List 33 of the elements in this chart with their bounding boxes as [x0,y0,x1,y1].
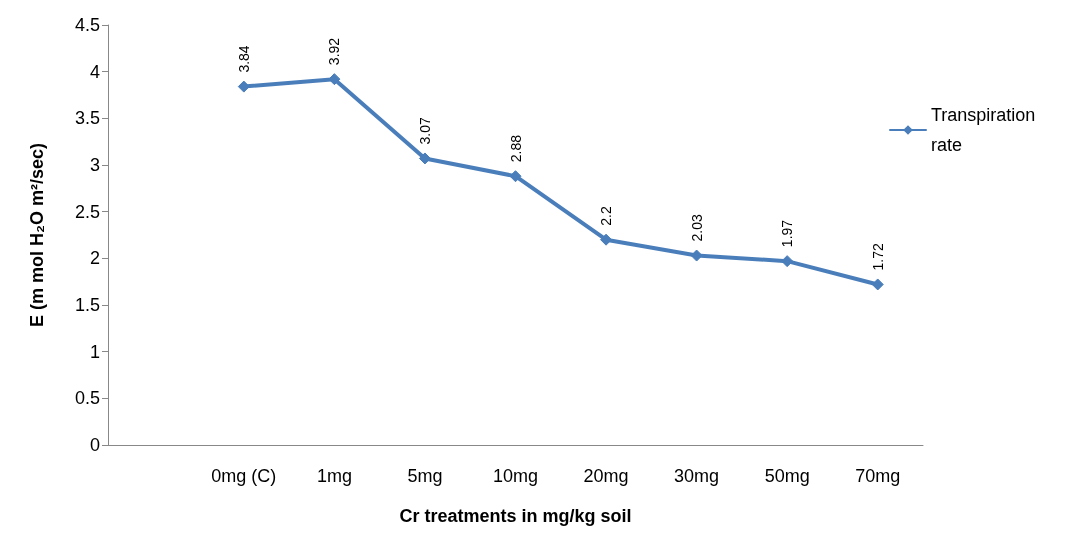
x-tick-label: 1mg [316,466,352,486]
x-tick-label: 10mg [492,466,539,486]
y-tick-label: 3 [89,155,100,175]
x-tick-label: 30mg [674,466,720,486]
data-label: 2.03 [688,214,705,242]
data-label: 1.72 [869,243,886,271]
x-axis-title: Cr treatments in mg/kg soil [399,506,632,526]
y-tick-label: 2 [89,248,100,269]
y-tick-label: 1.5 [74,295,100,315]
x-tick-label: 0mg (C) [211,466,277,486]
data-label: 3.92 [326,37,343,66]
data-label: 3.07 [416,117,433,145]
x-tick-label: 20mg [583,466,629,486]
y-tick-label: 0 [89,435,100,455]
data-label: 1.97 [779,219,796,248]
data-label: 3.84 [235,45,252,73]
point [509,170,522,183]
data-label: 2.88 [507,134,524,163]
y-tick-label: 2.5 [74,201,100,222]
x-tick-label: 5mg [407,466,443,486]
legend-label: Transpiration rate [931,105,1041,155]
y-tick-label: 3.5 [74,108,100,129]
data-label: 2.2 [598,205,615,226]
y-tick-label: 4 [89,61,100,82]
point [781,255,794,268]
y-axis-title: E (m mol H₂O m²/sec) [27,142,47,328]
point [418,152,431,165]
x-tick-label: 70mg [855,466,901,486]
point [871,278,884,291]
y-tick-label: 4.5 [74,15,100,35]
y-tick-label: 0.5 [74,388,100,409]
x-tick-label: 50mg [764,466,810,486]
y-tick-label: 1 [89,341,100,362]
